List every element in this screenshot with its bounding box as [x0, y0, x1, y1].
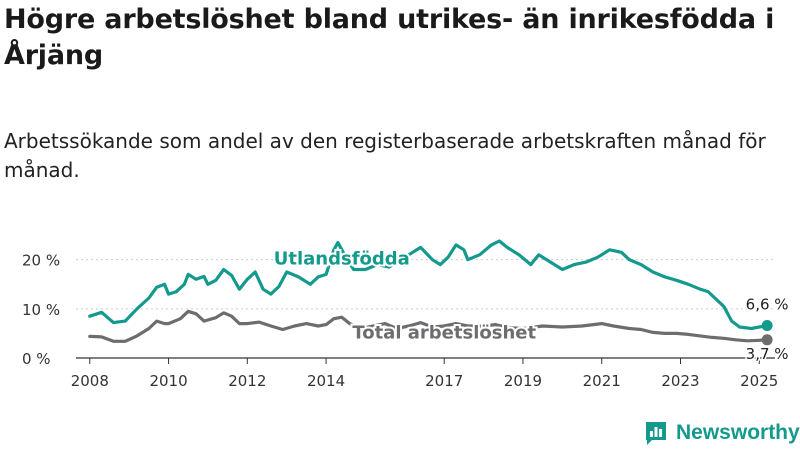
newsworthy-logo-icon [646, 422, 666, 445]
x-tick-label: 2017 [425, 372, 463, 390]
end-point-total [761, 334, 773, 346]
x-tick-label: 2025 [740, 372, 778, 390]
y-tick-label: 10 % [22, 301, 60, 319]
x-tick-label: 2008 [71, 372, 109, 390]
x-tick-label: 2010 [149, 372, 187, 390]
series-line-total [88, 309, 769, 343]
x-tick-label: 2019 [504, 372, 542, 390]
end-value-label-total: 3,7 % [746, 345, 789, 363]
chart-title: Högre arbetslöshet bland utrikes- än inr… [4, 4, 775, 71]
x-tick-label: 2023 [661, 372, 699, 390]
brand-footer: Newsworthy [644, 418, 800, 448]
x-tick-label: 2021 [583, 372, 621, 390]
series-line-utlandsfodda [88, 239, 769, 331]
end-value-label-utlandsfodda: 6,6 % [746, 296, 789, 314]
brand-name: Newsworthy [676, 421, 800, 444]
x-tick-label: 2014 [307, 372, 345, 390]
series-label-utlandsfodda: Utlandsfödda [274, 249, 410, 270]
end-point-utlandsfodda [761, 320, 773, 332]
y-tick-label: 0 % [22, 350, 51, 368]
y-tick-label: 20 % [22, 252, 60, 270]
series-label-total: Total arbetslöshet [352, 322, 536, 343]
chart-subtitle: Arbetssökande som andel av den registerb… [4, 129, 766, 182]
x-tick-label: 2012 [228, 372, 266, 390]
